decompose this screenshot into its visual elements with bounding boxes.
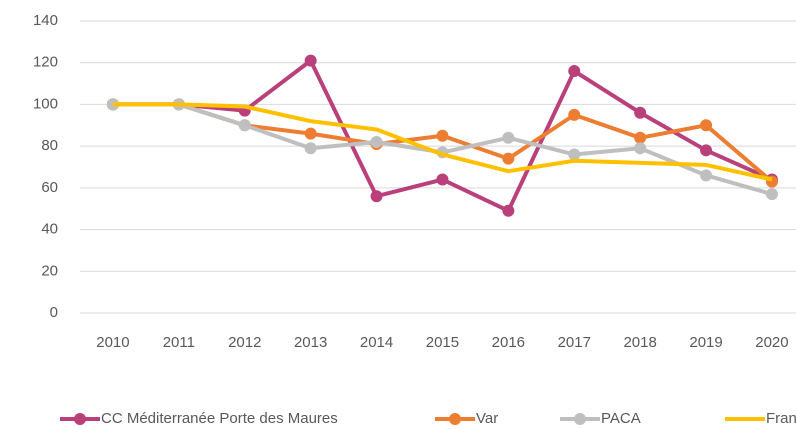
x-tick-label: 2016 bbox=[492, 334, 525, 351]
x-tick-label: 2020 bbox=[755, 334, 788, 351]
legend-marker bbox=[574, 413, 586, 425]
y-tick-label: 0 bbox=[50, 304, 58, 321]
x-tick-label: 2015 bbox=[426, 334, 459, 351]
series-marker bbox=[634, 142, 647, 155]
series-marker bbox=[700, 119, 713, 132]
series-marker bbox=[304, 54, 317, 67]
legend-label: Var bbox=[476, 410, 498, 427]
x-tick-label: 2014 bbox=[360, 334, 393, 351]
series-marker bbox=[238, 119, 251, 132]
x-tick-label: 2010 bbox=[96, 334, 129, 351]
series-marker bbox=[634, 131, 647, 144]
x-tick-label: 2017 bbox=[558, 334, 591, 351]
y-tick-label: 60 bbox=[41, 179, 58, 196]
x-tick-label: 2011 bbox=[163, 334, 195, 351]
series-marker bbox=[700, 169, 713, 182]
x-tick-label: 2012 bbox=[228, 334, 261, 351]
legend-label: CC Méditerranée Porte des Maures bbox=[101, 410, 338, 427]
series-marker bbox=[700, 144, 713, 157]
x-tick-label: 2018 bbox=[623, 334, 656, 351]
series-marker bbox=[634, 106, 647, 119]
series-marker bbox=[502, 131, 515, 144]
y-tick-label: 120 bbox=[33, 54, 58, 71]
y-tick-label: 40 bbox=[41, 221, 58, 238]
y-tick-label: 100 bbox=[33, 95, 58, 112]
series-marker bbox=[370, 190, 383, 203]
legend-marker bbox=[74, 413, 86, 425]
series-marker bbox=[370, 135, 383, 148]
y-tick-label: 140 bbox=[33, 12, 58, 29]
y-tick-label: 20 bbox=[41, 262, 58, 279]
series-marker bbox=[568, 148, 581, 161]
series-marker bbox=[568, 65, 581, 78]
legend-marker bbox=[449, 413, 461, 425]
series-marker bbox=[502, 152, 515, 165]
series-marker bbox=[436, 129, 449, 142]
x-tick-label: 2013 bbox=[294, 334, 327, 351]
y-tick-label: 80 bbox=[41, 137, 58, 154]
legend-label: PACA bbox=[601, 410, 641, 427]
legend-label: France bbox=[766, 410, 796, 427]
x-tick-label: 2019 bbox=[689, 334, 722, 351]
series-marker bbox=[436, 173, 449, 186]
series-marker bbox=[304, 127, 317, 140]
series-marker bbox=[502, 204, 515, 217]
series-marker bbox=[568, 108, 581, 121]
series-marker bbox=[304, 142, 317, 155]
series-line bbox=[112, 102, 773, 182]
series-marker bbox=[765, 188, 778, 201]
